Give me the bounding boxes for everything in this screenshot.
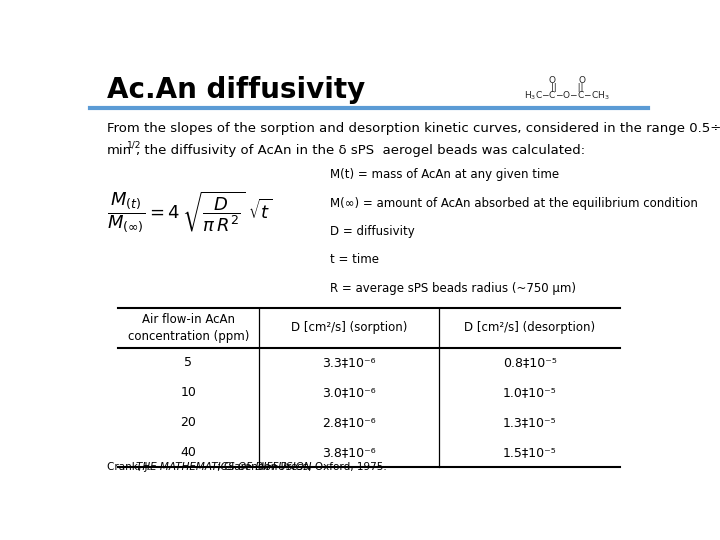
Text: From the slopes of the sorption and desorption kinetic curves, considered in the: From the slopes of the sorption and deso… [107, 122, 720, 134]
Text: t = time: t = time [330, 253, 379, 266]
Text: Crank, J.: Crank, J. [107, 462, 154, 472]
Text: D [cm²/s] (sorption): D [cm²/s] (sorption) [291, 321, 407, 334]
Text: 3.0‡10⁻⁶: 3.0‡10⁻⁶ [322, 386, 376, 399]
Text: 0.8‡10⁻⁵: 0.8‡10⁻⁵ [503, 356, 557, 369]
Text: 1.0‡10⁻⁵: 1.0‡10⁻⁵ [503, 386, 557, 399]
Text: M(∞) = amount of AcAn absorbed at the equilibrium condition: M(∞) = amount of AcAn absorbed at the eq… [330, 197, 698, 210]
Text: 40: 40 [180, 446, 196, 459]
Text: H$_3$C$-$C$-$O$-$C$-$CH$_3$: H$_3$C$-$C$-$O$-$C$-$CH$_3$ [524, 89, 610, 102]
Text: D = diffusivity: D = diffusivity [330, 225, 415, 238]
Text: M(t) = mass of AcAn at any given time: M(t) = mass of AcAn at any given time [330, 168, 559, 181]
Text: O        O: O O [549, 76, 585, 85]
Text: D [cm²/s] (desorption): D [cm²/s] (desorption) [464, 321, 595, 334]
Text: , the diffusivity of AcAn in the δ sPS  aerogel beads was calculated:: , the diffusivity of AcAn in the δ sPS a… [136, 144, 585, 157]
Text: Air flow-in AcAn
concentration (ppm): Air flow-in AcAn concentration (ppm) [127, 313, 249, 343]
Text: 5: 5 [184, 356, 192, 369]
Text: ; Clarendon Press, Oxford, 1975.: ; Clarendon Press, Oxford, 1975. [217, 462, 387, 472]
Text: ||        ||: || || [551, 83, 583, 92]
Text: min: min [107, 144, 132, 157]
Text: 20: 20 [180, 416, 196, 429]
Text: Ac.An diffusivity: Ac.An diffusivity [107, 76, 365, 104]
Text: 1.3‡10⁻⁵: 1.3‡10⁻⁵ [503, 416, 557, 429]
Text: 2.8‡10⁻⁶: 2.8‡10⁻⁶ [322, 416, 376, 429]
Text: $\dfrac{M_{(t)}}{M_{(\infty)}}$$ = 4\,\sqrt{\dfrac{D}{\pi\, R^2}}\;\sqrt{t}$: $\dfrac{M_{(t)}}{M_{(\infty)}}$$ = 4\,\s… [107, 190, 271, 235]
Text: R = average sPS beads radius (~750 μm): R = average sPS beads radius (~750 μm) [330, 281, 576, 295]
Text: 10: 10 [180, 386, 196, 399]
Text: 3.3‡10⁻⁶: 3.3‡10⁻⁶ [322, 356, 376, 369]
Text: 3.8‡10⁻⁶: 3.8‡10⁻⁶ [322, 446, 376, 459]
Text: THE MATHEMATICS OF DIFFUSION: THE MATHEMATICS OF DIFFUSION [136, 462, 311, 472]
Text: 1.5‡10⁻⁵: 1.5‡10⁻⁵ [503, 446, 557, 459]
Text: 1/2: 1/2 [127, 140, 141, 149]
